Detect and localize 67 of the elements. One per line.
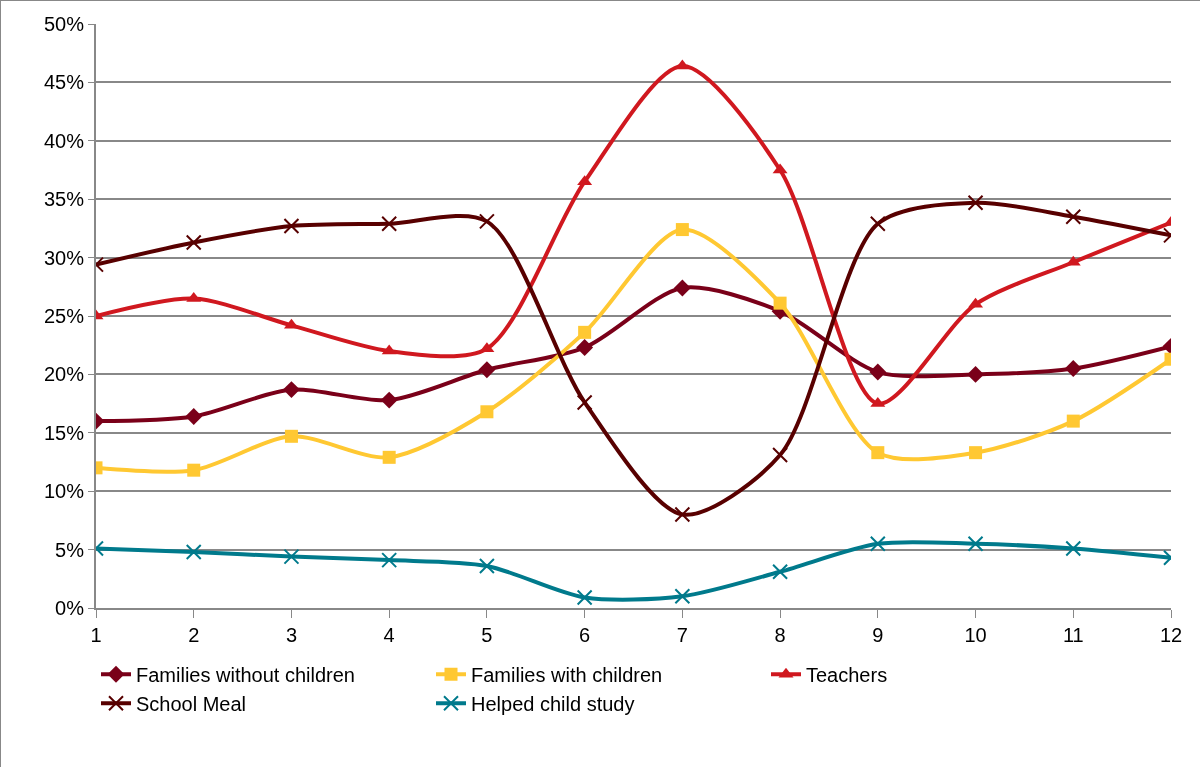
x-tick-label: 7	[676, 624, 688, 646]
point	[283, 381, 300, 399]
point	[578, 325, 592, 339]
legend-label: Teachers	[806, 664, 888, 687]
point	[967, 194, 984, 211]
point	[967, 535, 984, 552]
x-tick-label: 10	[964, 624, 987, 646]
point	[674, 588, 691, 605]
point	[673, 279, 691, 297]
y-tick-label: 20%	[43, 363, 85, 386]
legend-label: Families with children	[471, 664, 663, 687]
point	[576, 339, 594, 356]
point	[478, 557, 495, 574]
point	[478, 361, 496, 379]
point	[284, 429, 298, 443]
point	[185, 234, 202, 251]
point	[772, 563, 789, 580]
point	[1066, 414, 1080, 428]
point	[674, 506, 691, 523]
x-tick-label: 6	[579, 624, 591, 646]
y-tick-label: 25%	[43, 305, 85, 327]
point	[969, 446, 983, 460]
y-tick-label: 0%	[55, 597, 85, 619]
point	[871, 446, 885, 460]
x-tick-label: 2	[188, 624, 200, 646]
point	[1065, 540, 1082, 557]
y-tick-label: 30%	[43, 246, 85, 269]
point	[869, 215, 886, 232]
point	[576, 589, 593, 606]
x-tick-label: 9	[872, 624, 884, 646]
point	[283, 218, 300, 235]
x-tick-label: 4	[383, 624, 395, 646]
y-tick-label: 35%	[43, 188, 85, 211]
point	[675, 223, 689, 237]
legend-label: Families without children	[136, 664, 355, 687]
x-tick-label: 5	[481, 624, 493, 646]
y-tick-label: 45%	[43, 71, 85, 94]
x-tick-label: 12	[1159, 624, 1183, 646]
point	[185, 408, 203, 425]
y-tick-label: 15%	[43, 421, 85, 444]
point	[187, 463, 201, 477]
point	[380, 391, 398, 409]
point	[1064, 360, 1082, 378]
x-tick-label: 11	[1062, 624, 1084, 646]
point	[869, 363, 887, 381]
point	[185, 543, 202, 560]
point	[773, 296, 787, 310]
x-tick-label: 1	[90, 624, 102, 646]
point	[478, 213, 495, 230]
x-tick-label: 3	[285, 624, 298, 646]
point	[576, 394, 593, 411]
point	[772, 446, 789, 463]
y-tick-label: 5%	[55, 538, 85, 561]
point	[283, 548, 300, 565]
y-tick-label: 40%	[43, 129, 85, 152]
y-tick-label: 10%	[43, 480, 85, 503]
legend-label: School Meal	[136, 693, 247, 716]
x-tick-label: 8	[774, 624, 786, 646]
y-tick-label: 50%	[43, 13, 85, 35]
point	[381, 215, 398, 232]
point	[1065, 208, 1082, 225]
point	[480, 405, 494, 419]
legend-label: Helped child study	[471, 693, 635, 716]
point	[382, 450, 396, 464]
point	[381, 552, 398, 569]
point	[869, 535, 886, 552]
point	[967, 365, 984, 383]
